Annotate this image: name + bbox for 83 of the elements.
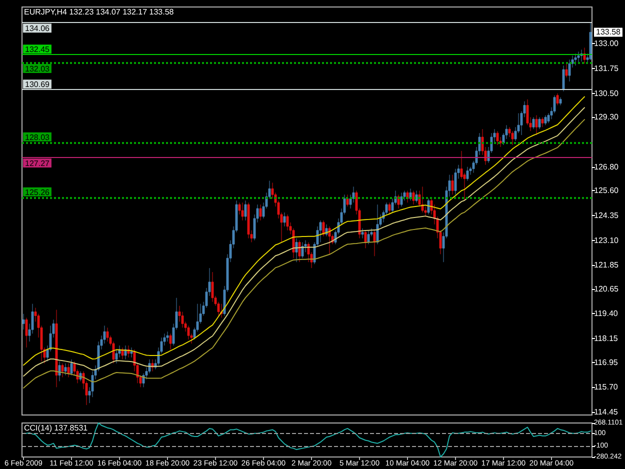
candlestick (319, 220, 322, 243)
candlestick (67, 363, 70, 378)
y-tick-label: 126.80 (594, 162, 620, 172)
candlestick (283, 212, 286, 227)
candlestick (559, 97, 562, 106)
candlestick (400, 192, 403, 207)
y-tick-label: 118.15 (594, 334, 618, 344)
candlestick (562, 65, 565, 92)
candlestick (241, 202, 244, 221)
candlestick (322, 220, 325, 237)
candlestick (361, 228, 364, 239)
y-tick-label: 120.65 (594, 284, 620, 294)
y-tick-label: 124.35 (594, 210, 620, 220)
candlestick (574, 53, 577, 66)
candlestick (25, 317, 28, 348)
candlestick (211, 272, 214, 302)
candlestick (295, 238, 298, 262)
candlestick (367, 230, 370, 245)
candlestick (454, 168, 457, 195)
candlestick (511, 130, 514, 146)
y-tick-label: 119.40 (594, 309, 618, 318)
line-series (23, 422, 591, 458)
candlestick (259, 204, 262, 221)
candlestick (22, 313, 25, 330)
ref-line-label: 127.27 (25, 158, 50, 168)
chart-title: EURJPY,H4 132.23 134.07 132.17 133.58 (24, 8, 174, 16)
candlestick (286, 214, 289, 231)
candlestick (466, 166, 469, 181)
candlestick (55, 310, 58, 388)
candlestick (346, 194, 349, 207)
candlestick (412, 190, 415, 205)
candlestick (244, 200, 247, 221)
candlestick (64, 363, 67, 376)
candlestick (568, 59, 571, 82)
y-tick-label: 130.50 (594, 88, 620, 98)
candlestick (373, 230, 376, 256)
candlestick (58, 361, 61, 382)
candlestick (451, 174, 454, 195)
candlestick (541, 116, 544, 128)
candlestick (544, 114, 547, 126)
y-tick-label: 133.00 (594, 39, 620, 48)
annotation: 133.58 (596, 28, 622, 37)
candlestick (187, 325, 190, 340)
y-tick-label: 116.95 (594, 358, 618, 367)
candlestick (106, 327, 109, 342)
y-tick-label: 121.85 (594, 260, 620, 270)
ref-line-label: 132.45 (25, 45, 50, 54)
ref-line-label: 130.69 (25, 80, 50, 90)
candlestick (388, 202, 391, 215)
candlestick (535, 114, 538, 136)
ref-line-label: 128.03 (25, 132, 50, 142)
candlestick (565, 63, 568, 78)
candlestick (247, 202, 250, 239)
candlestick (328, 226, 331, 254)
candlestick (364, 230, 367, 248)
candlestick (169, 333, 172, 350)
y-tick-label: 115.70 (594, 382, 618, 392)
candlestick (301, 242, 304, 258)
candlestick (376, 204, 379, 245)
candlestick (556, 93, 559, 106)
y-tick-label: 123.10 (594, 236, 620, 245)
y-tick-label: 114.45 (594, 408, 618, 417)
candlestick (115, 349, 118, 364)
ref-line-label: 134.06 (25, 24, 50, 34)
candlestick (70, 359, 73, 376)
candlestick (298, 240, 301, 262)
ref-line-label: 132.03 (25, 64, 50, 74)
candlestick (415, 190, 418, 203)
candlestick (421, 186, 424, 213)
candlestick (166, 331, 169, 342)
candlestick (496, 130, 499, 146)
y-tick-label: 131.75 (594, 64, 620, 74)
chart-title: CCI(14) 137.8531 (24, 424, 88, 432)
candlestick (427, 198, 430, 215)
candlestick (532, 116, 535, 130)
candlestick (130, 347, 133, 358)
ref-line-label: 125.26 (25, 188, 50, 197)
y-tick-label: 125.60 (594, 186, 620, 196)
candlestick (589, 22, 592, 60)
candlestick (61, 363, 64, 378)
candlestick (577, 51, 580, 64)
y-tick-label: 129.30 (594, 112, 620, 122)
candlestick (538, 116, 541, 130)
